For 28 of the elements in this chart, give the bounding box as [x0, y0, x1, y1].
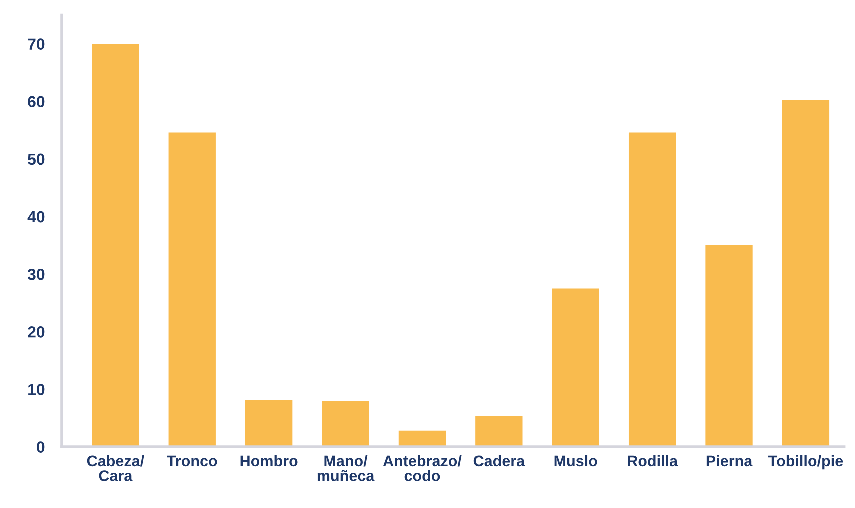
x-tick-label: Tobillo/pie: [768, 455, 844, 470]
x-tick-label: Mano/ muñeca: [318, 455, 375, 482]
bar: [398, 430, 446, 448]
bar: [552, 288, 600, 448]
bar: [628, 132, 676, 448]
bar: [168, 132, 216, 448]
y-tick-label: 20: [28, 326, 45, 338]
y-tick-label: 70: [28, 38, 45, 50]
bar: [245, 400, 293, 448]
y-tick-label: 40: [28, 211, 45, 223]
y-tick-label: 0: [37, 442, 45, 453]
x-tick-label: Cabeza/ Cara: [87, 455, 144, 482]
x-tick-label: Hombro: [240, 455, 298, 467]
x-tick-label: Antebrazo/ codo: [383, 455, 462, 482]
x-tick-label: Rodilla: [628, 455, 678, 467]
bar: [322, 402, 370, 448]
bar: [706, 246, 753, 448]
x-tick-label: Tronco: [167, 456, 218, 467]
y-tick-label: 30: [28, 268, 45, 280]
x-tick-label: Cadera: [474, 455, 526, 467]
x-tick-label: Pierna: [706, 455, 753, 467]
bar: [476, 416, 523, 448]
y-tick-label: 10: [28, 384, 45, 396]
bar: [782, 100, 830, 448]
y-tick-label: 60: [28, 96, 45, 108]
y-tick-label: 50: [28, 154, 45, 166]
bar: [92, 44, 140, 448]
x-tick-label: Muslo: [554, 455, 598, 467]
